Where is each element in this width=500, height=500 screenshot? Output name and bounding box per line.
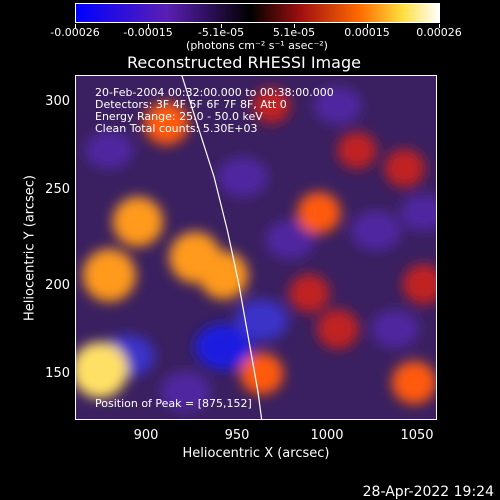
cold-region <box>400 194 437 232</box>
colorbar-tick <box>367 24 368 28</box>
colorbar-tick-label: 0.00015 <box>344 26 390 39</box>
y-tick-label: 200 <box>45 278 70 293</box>
hot-region <box>252 87 291 123</box>
hot-region <box>112 196 164 247</box>
hot-region <box>391 360 437 405</box>
cold-region <box>217 156 268 197</box>
hot-region <box>240 352 284 395</box>
cold-region <box>85 131 134 170</box>
hot-region <box>337 131 377 169</box>
colorbar-tick <box>439 24 440 28</box>
y-tick-label: 300 <box>45 94 70 109</box>
info-time-range: 20-Feb-2004 00:32:00.000 to 00:38:00.000 <box>95 86 334 99</box>
hot-region <box>82 248 136 302</box>
colorbar-tick <box>221 24 222 28</box>
colorbar-tick-label: -0.00015 <box>123 26 173 39</box>
y-tick-label: 250 <box>45 182 70 197</box>
x-tick-label: 1000 <box>310 428 344 443</box>
y-axis-label: Heliocentric Y (arcsec) <box>22 175 38 321</box>
colorbar-tick-label: 0.00026 <box>416 26 462 39</box>
info-energy-range: Energy Range: 25.0 - 50.0 keV <box>95 110 263 123</box>
x-tick-label: 900 <box>133 428 159 443</box>
cold-region <box>313 86 362 125</box>
hot-region <box>384 148 425 188</box>
colorbar-tick-label: 5.1e-05 <box>272 26 316 39</box>
cold-region <box>235 298 289 341</box>
hot-region <box>297 191 341 234</box>
hot-region <box>144 101 189 145</box>
info-counts: Clean Total counts: 5.30E+03 <box>95 122 258 135</box>
peak-position-label: Position of Peak = [875,152] <box>95 397 252 410</box>
cold-region <box>350 210 402 251</box>
solar-limb-line <box>181 75 263 420</box>
colorbar-tick <box>294 24 295 28</box>
info-detectors: Detectors: 3F 4F 5F 6F 7F 8F, Att 0 <box>95 98 287 111</box>
timestamp: 28-Apr-2022 19:24 <box>362 484 494 500</box>
hot-region <box>75 341 128 398</box>
colorbar-tick-label: -0.00026 <box>50 26 100 39</box>
colorbar-tick <box>148 24 149 28</box>
colorbar-tick-label: -5.1e-05 <box>197 26 245 39</box>
cold-region <box>265 219 315 259</box>
hot-region <box>402 264 437 305</box>
hot-region <box>316 308 359 349</box>
hot-region <box>199 251 249 300</box>
heatmap-image <box>75 75 437 420</box>
x-tick-label: 1050 <box>400 428 434 443</box>
x-tick-label: 950 <box>224 428 250 443</box>
x-axis-label: Heliocentric X (arcsec) <box>182 446 330 461</box>
colorbar-tick <box>75 24 76 28</box>
plot-frame <box>75 75 437 420</box>
plot-title: Reconstructed RHESSI Image <box>127 53 361 72</box>
cold-region <box>371 309 420 348</box>
hot-region <box>289 273 330 313</box>
colorbar-units-label: (photons cm⁻² s⁻¹ asec⁻²) <box>186 39 328 52</box>
cold-region <box>194 323 253 370</box>
y-tick-label: 150 <box>45 366 70 381</box>
cold-region <box>160 371 211 412</box>
colorbar <box>75 3 440 23</box>
